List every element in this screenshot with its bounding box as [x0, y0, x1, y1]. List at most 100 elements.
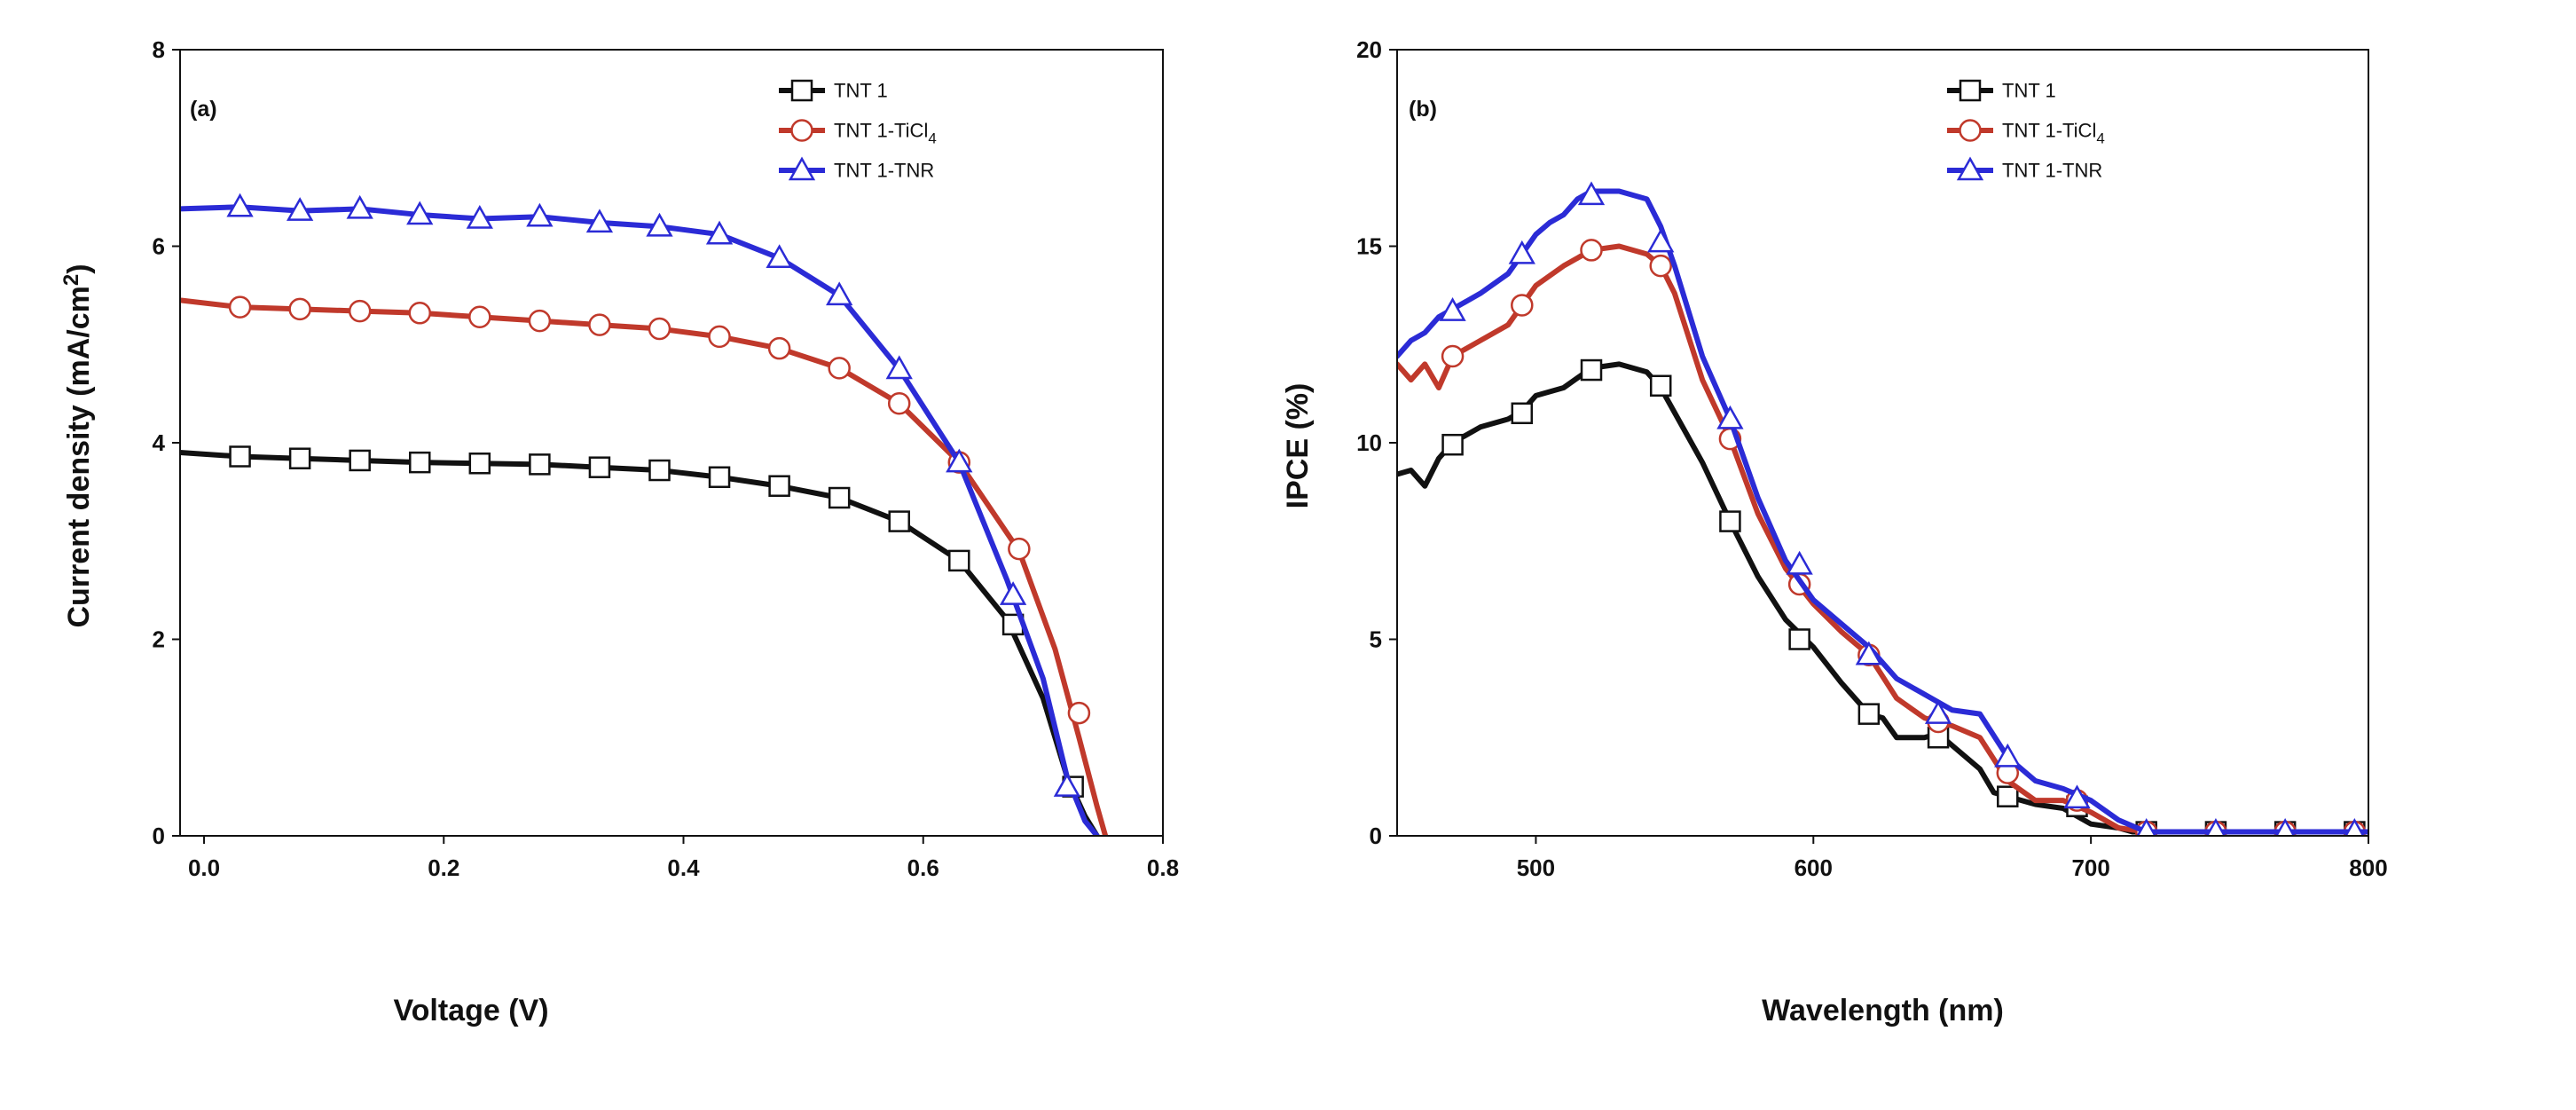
panel-a-legend-marker-tnt1: [790, 79, 813, 102]
panel-b-x-tick-label: 500: [1517, 854, 1555, 881]
panel-a-marker-ticl4: [828, 357, 851, 380]
panel-a-marker-tnt1: [768, 475, 790, 497]
panel-a-y-axis-title-main: Current density (mA/cm: [62, 286, 96, 627]
panel-b-marker-tnr: [2274, 818, 2296, 836]
panel-b-marker-tnt1: [1997, 785, 2019, 807]
panel-a-plot-frame: [179, 49, 1164, 837]
panel-a-legend-label-tnt1: TNT 1: [834, 80, 888, 102]
panel-b-marker-tnr: [2205, 818, 2227, 836]
panel-b-marker-ticl4: [1511, 294, 1534, 317]
panel-a-y-tick-label: 2: [153, 626, 165, 653]
panel-a-x-tick-label: 0.4: [667, 854, 700, 881]
panel-b-legend-label-tnt1: TNT 1: [2002, 80, 2056, 102]
panel-b-series-line-ticl4: [1397, 243, 2368, 835]
panel-a-marker-tnt1: [948, 549, 970, 572]
panel-a-marker-tnr: [346, 194, 373, 219]
panel-a-x-tick-label: 0.6: [907, 854, 939, 881]
panel-a-marker-tnt1: [468, 453, 491, 475]
panel-b-marker-tnr: [1716, 405, 1744, 429]
panel-b-legend-marker-tnt1: [1959, 79, 1982, 102]
panel-a-marker-tnr: [826, 281, 853, 306]
panel-a-marker-tnr: [999, 581, 1027, 605]
panel-b-marker-tnr: [1508, 240, 1535, 264]
panel-a-marker-tnt1: [708, 466, 731, 489]
panel-a-marker-ticl4: [528, 309, 552, 333]
panel-b-legend-item-ticl4: TNT 1-TiCl4: [1947, 119, 2105, 147]
panel-b-marker-tnt1: [1511, 402, 1534, 425]
panel-a-legend-label-tnr: TNT 1-TNR: [834, 160, 934, 182]
panel-b-legend-label-tnr: TNT 1-TNR: [2002, 160, 2102, 182]
panel-b-marker-tnr: [1577, 181, 1606, 206]
panel-a-legend-label-ticl4: TNT 1-TiCl4: [834, 120, 937, 147]
panel-b-marker-ticl4: [1649, 254, 1672, 278]
panel-a-marker-ticl4: [588, 313, 611, 336]
panel-b-marker-ticl4: [1441, 344, 1465, 368]
panel-a-marker-ticl4: [648, 317, 671, 341]
panel-b-marker-tnr: [2344, 818, 2365, 836]
panel-a-legend-marker-ticl4: [790, 119, 813, 142]
panel-b-marker-tnt1: [1649, 374, 1672, 398]
panel-b-series-layer: [1397, 181, 2368, 836]
panel-b-y-tick-label: 20: [1356, 36, 1382, 63]
panel-a-y-tick-label: 4: [153, 429, 166, 456]
panel-b-marker-tnr: [1439, 297, 1466, 321]
panel-b-marker-tnr: [1855, 641, 1882, 665]
panel-a-y-axis-title: Current density (mA/cm2): [59, 264, 96, 627]
panel-b-marker-tnt1: [1788, 628, 1810, 650]
panel-b-marker-tnr: [1786, 550, 1813, 575]
panel-a-label: (a): [190, 97, 217, 122]
panel-b-marker-ticl4: [1580, 239, 1603, 262]
panel-a-legend-item-ticl4: TNT 1-TiCl4: [779, 119, 937, 147]
panel-a-marker-tnr: [885, 355, 913, 380]
panel-a-y-axis-title-end: ): [62, 264, 96, 273]
panel-a-y-tick-label: 8: [153, 36, 165, 63]
panel-a-marker-tnt1: [288, 447, 311, 469]
panel-a-marker-tnr: [406, 201, 434, 225]
panel-a-marker-tnr: [1053, 773, 1081, 797]
panel-b-y-axis-title-main: IPCE (%): [1281, 383, 1315, 509]
panel-a-marker-ticl4: [408, 302, 431, 325]
panel-a-jv-curve: 0.0 0.2 0.4 0.6 0.8 0 2 4 6 8 (a) Voltage (V) Cur…: [59, 36, 1179, 1027]
panel-b-marker-tnr: [2063, 784, 2091, 809]
panel-a-marker-tnr: [585, 209, 614, 233]
panel-a-marker-tnr: [226, 193, 254, 217]
panel-a-x-tick-label: 0.8: [1147, 854, 1179, 881]
panel-a-marker-tnr: [646, 212, 673, 237]
panel-b-x-tick-label: 800: [2349, 854, 2387, 881]
panel-b-legend-item-tnr: TNT 1-TNR: [1947, 156, 2102, 182]
panel-b-x-axis-title: Wavelength (nm): [1762, 994, 2004, 1027]
panel-a-y-tick-label: 0: [153, 823, 165, 849]
panel-b-marker-tnr: [1924, 700, 1952, 724]
panel-b-label: (b): [1409, 97, 1437, 122]
panel-a-marker-ticl4: [708, 325, 731, 349]
panel-a-x-tick-label: 0.0: [188, 854, 220, 881]
panel-a-marker-ticl4: [1008, 537, 1031, 561]
panel-a-marker-ticl4: [1067, 701, 1091, 725]
panel-a-ticks: 0.0 0.2 0.4 0.6 0.8 0 2 4 6 8: [153, 36, 1180, 881]
panel-a-legend-marker-tnr: [788, 156, 816, 181]
panel-b-y-tick-label: 15: [1356, 233, 1382, 260]
panel-a-marker-tnr: [466, 204, 493, 229]
panel-b-series-line-tnt1: [1397, 361, 2368, 835]
panel-b-legend-label-ticl4-main: TNT 1-TiCl: [2002, 120, 2096, 142]
panel-a-marker-tnt1: [408, 451, 431, 474]
panel-b-legend-marker-ticl4: [1959, 119, 1982, 142]
panel-b-ipce-spectrum: 500 600 700 800 0 5 10 15 20 (b) Wavelength (nm)…: [1281, 36, 2388, 1027]
panel-a-marker-tnt1: [828, 486, 851, 509]
panel-b-legend-marker-tnr: [1956, 156, 1984, 181]
panel-a-marker-tnr: [766, 244, 793, 269]
panel-b-legend-label-ticl4-subscript: 4: [2096, 130, 2104, 147]
panel-b-marker-tnt1: [1580, 358, 1603, 382]
panel-b-y-axis-title: IPCE (%): [1281, 383, 1315, 509]
panel-a-marker-ticl4: [468, 305, 491, 328]
panel-b-ticks: 500 600 700 800 0 5 10 15 20: [1356, 36, 2388, 881]
panel-b-legend: TNT 1 TNT 1-TiCl4 TNT 1-TNR: [1947, 80, 2105, 182]
panel-a-x-tick-label: 0.2: [428, 854, 459, 881]
panel-a-y-tick-label: 6: [153, 233, 165, 260]
panel-a-marker-tnt1: [888, 510, 910, 532]
panel-a-marker-ticl4: [887, 391, 911, 415]
panel-a-marker-tnr: [705, 220, 734, 245]
panel-b-marker-tnr: [1994, 743, 2022, 768]
panel-b-y-tick-label: 10: [1356, 429, 1382, 456]
